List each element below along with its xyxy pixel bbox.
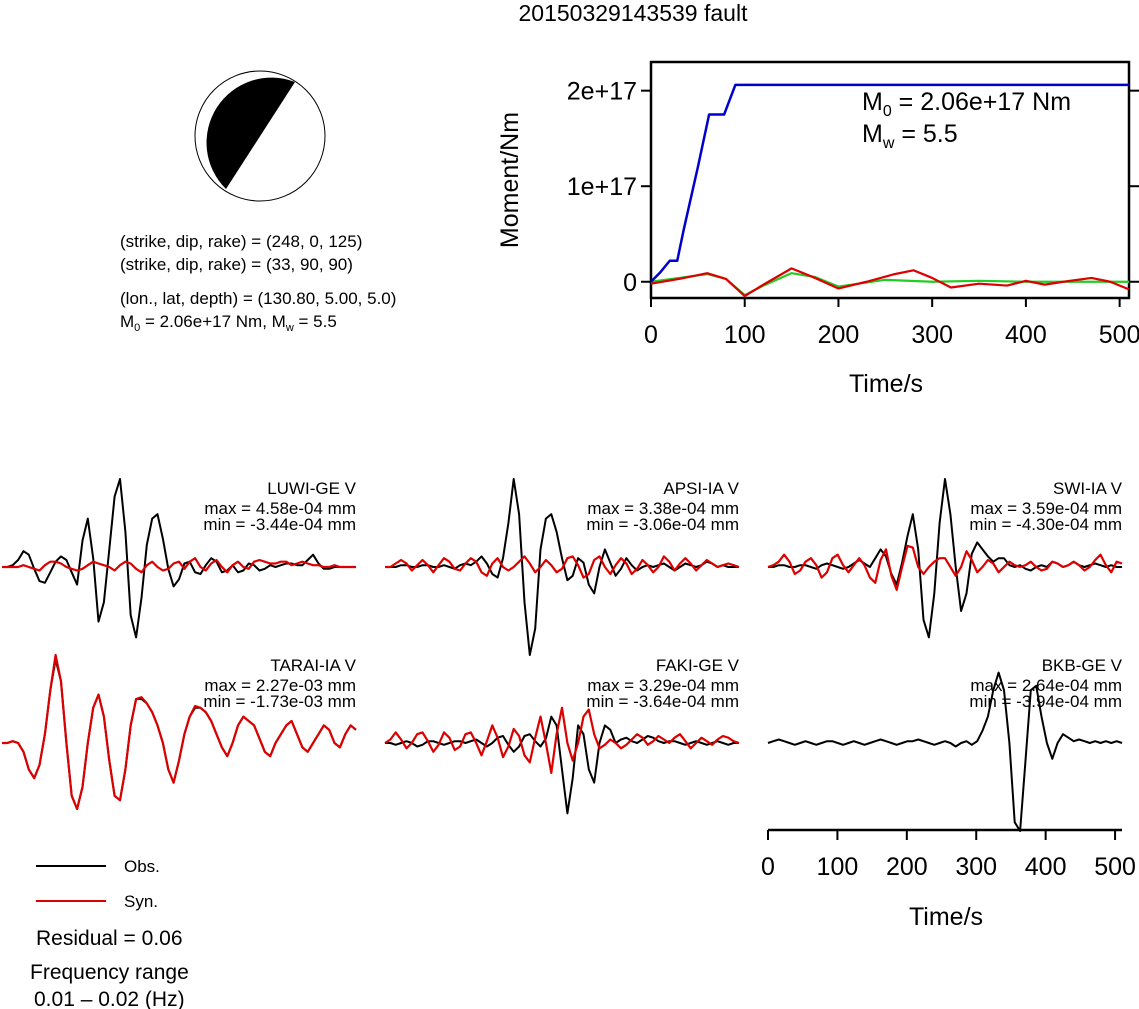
moment-plot: 0 1e+17 2e+17 0 100 200 300 400 500 Moment/Nm T…	[496, 60, 1139, 398]
moment-x-axis: 0 100 200 300 400 500	[644, 298, 1139, 349]
moment-function-line	[650, 83, 1129, 283]
legend: Obs. Syn.	[36, 857, 160, 911]
station-min: min = -1.73e-03 mm	[203, 692, 356, 711]
moment-y-axis: 0 1e+17 2e+17	[567, 78, 1139, 297]
moment-y-tick-label: 0	[623, 269, 637, 297]
figure-title: 20150329143539 fault	[519, 0, 749, 26]
waveform-time-axis: 0 100 200 300 400 500 Time/s	[761, 828, 1136, 931]
station-name: TARAI-IA V	[270, 656, 356, 675]
legend-obs-label: Obs.	[124, 857, 160, 876]
station-max: max = 3.29e-04 mm	[587, 676, 739, 695]
moment-x-tick-label: 0	[644, 321, 658, 349]
moment-mw-annotation: Mw = 5.5	[862, 120, 958, 152]
hypocenter-location: (lon., lat, depth) = (130.80, 5.00, 5.0)	[120, 289, 396, 308]
moment-x-tick-label: 200	[818, 321, 860, 349]
observed-trace	[385, 478, 739, 656]
moment-series-group	[650, 83, 1130, 298]
station-max: max = 3.38e-04 mm	[587, 499, 739, 518]
station-name: SWI-IA V	[1053, 479, 1123, 498]
moment-x-tick-label: 400	[1005, 321, 1047, 349]
station-min: min = -4.30e-04 mm	[969, 515, 1122, 534]
station-max: max = 2.64e-04 mm	[970, 676, 1122, 695]
nodal-plane-2: (strike, dip, rake) = (33, 90, 90)	[120, 255, 353, 274]
waveform-x-tick-label: 300	[955, 853, 997, 881]
moment-x-axis-label: Time/s	[849, 370, 923, 398]
waveform-x-axis-label: Time/s	[909, 903, 983, 931]
observed-trace	[385, 715, 739, 815]
frequency-range-title: Frequency range	[30, 961, 189, 984]
mechanism-info: (strike, dip, rake) = (248, 0, 125) (str…	[120, 232, 396, 334]
waveform-x-tick-label: 0	[761, 853, 775, 881]
nodal-plane-1: (strike, dip, rake) = (248, 0, 125)	[120, 232, 362, 251]
station-min: min = -3.44e-04 mm	[203, 515, 356, 534]
station-name: FAKI-GE V	[656, 656, 740, 675]
station-max: max = 3.59e-04 mm	[970, 499, 1122, 518]
waveform-x-tick-label: 400	[1025, 853, 1067, 881]
station-max: max = 4.58e-04 mm	[204, 499, 356, 518]
station-max: max = 2.27e-03 mm	[204, 676, 356, 695]
moment-x-tick-label: 100	[724, 321, 766, 349]
synthetic-trace	[385, 555, 740, 579]
synthetic-trace	[2, 557, 356, 574]
moment-y-tick-label: 1e+17	[567, 173, 637, 201]
observed-trace	[2, 478, 356, 639]
station-min: min = -3.06e-04 mm	[586, 515, 739, 534]
station-name: BKB-GE V	[1042, 656, 1123, 675]
moment-series-red-line	[650, 267, 1130, 298]
residual-label: Residual = 0.06	[36, 927, 183, 950]
synthetic-trace	[2, 653, 357, 811]
beachball-compressional-quadrant	[206, 77, 295, 189]
station-name: APSI-IA V	[663, 479, 739, 498]
synthetic-trace	[767, 544, 1123, 592]
waveform-axis-ticks: 0 100 200 300 400 500	[761, 830, 1136, 881]
moment-y-tick-label: 2e+17	[567, 78, 637, 106]
waveform-x-tick-label: 200	[886, 853, 928, 881]
synthetic-trace	[384, 706, 740, 775]
moment-x-tick-label: 500	[1099, 321, 1139, 349]
waveform-x-tick-label: 500	[1094, 853, 1136, 881]
moment-magnitude-summary: M0 = 2.06e+17 Nm, Mw = 5.5	[120, 312, 337, 334]
observed-trace	[767, 671, 1123, 832]
frequency-range-value: 0.01 – 0.02 (Hz)	[34, 988, 185, 1009]
moment-m0-annotation: M0 = 2.06e+17 Nm	[862, 88, 1071, 120]
legend-syn-label: Syn.	[124, 892, 158, 911]
station-min: min = -3.64e-04 mm	[586, 692, 739, 711]
station-min: min = -3.94e-04 mm	[969, 692, 1122, 711]
focal-mechanism-beachball	[194, 70, 326, 202]
moment-x-tick-label: 300	[911, 321, 953, 349]
waveform-x-tick-label: 100	[817, 853, 859, 881]
station-name: LUWI-GE V	[267, 479, 356, 498]
moment-plot-frame	[649, 60, 1131, 300]
moment-y-axis-label: Moment/Nm	[496, 112, 524, 248]
